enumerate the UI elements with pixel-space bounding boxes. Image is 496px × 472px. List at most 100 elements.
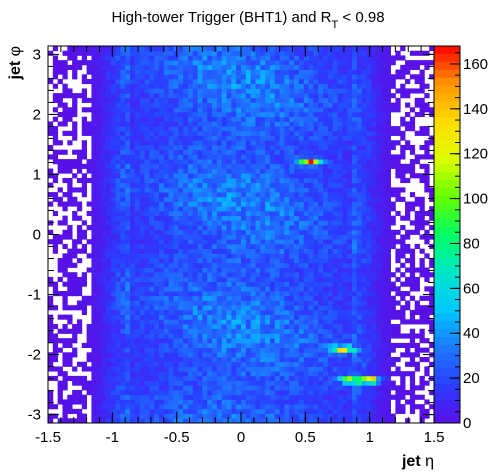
heatmap-cell [144, 394, 150, 400]
heatmap-cell [192, 159, 198, 165]
heatmap-cell [216, 60, 223, 66]
heatmap-cell [231, 305, 237, 311]
heatmap-cell [134, 418, 141, 424]
heatmap-cell [241, 253, 247, 259]
heatmap-cell [67, 140, 73, 146]
heatmap-cell [62, 74, 68, 80]
heatmap-cell [241, 225, 247, 231]
heatmap-cell [356, 305, 363, 311]
heatmap-cell [347, 399, 353, 405]
heatmap-cell [318, 168, 324, 174]
heatmap-cell [110, 347, 116, 353]
heatmap-cell [245, 333, 252, 339]
heatmap-cell [115, 234, 121, 240]
heatmap-cell [202, 192, 208, 198]
heatmap-cell [347, 64, 353, 70]
heatmap-cell [279, 413, 285, 419]
heatmap-cell [327, 418, 334, 424]
heatmap-cell [207, 177, 213, 184]
heatmap-cell [158, 338, 165, 344]
heatmap-cell [337, 187, 343, 193]
heatmap-cell [134, 413, 141, 419]
heatmap-cell [81, 130, 88, 136]
heatmap-cell [241, 78, 247, 85]
heatmap-cell [274, 130, 280, 136]
heatmap-cell [110, 168, 116, 174]
heatmap-cell [255, 286, 261, 292]
heatmap-cell [269, 201, 276, 207]
heatmap-cell [101, 371, 107, 377]
heatmap-cell [221, 375, 227, 381]
heatmap-cell [67, 248, 73, 254]
heatmap-cell [187, 281, 194, 287]
heatmap-cell [178, 154, 184, 160]
heatmap-cell [192, 192, 198, 198]
heatmap-cell [72, 418, 78, 424]
heatmap-cell [269, 130, 276, 136]
heatmap-cell [134, 168, 141, 174]
heatmap-cell [342, 281, 348, 287]
heatmap-cell [187, 111, 194, 118]
heatmap-cell [318, 144, 324, 151]
heatmap-cell [110, 324, 116, 330]
heatmap-cell [105, 404, 112, 410]
heatmap-cell [250, 173, 256, 179]
heatmap-cell [120, 177, 126, 184]
heatmap-cell [178, 55, 184, 61]
heatmap-cell [105, 366, 112, 372]
heatmap-cell [110, 64, 116, 70]
heatmap-cell [260, 295, 266, 301]
heatmap-cell [163, 319, 170, 325]
heatmap-cell [221, 418, 227, 424]
heatmap-cell [168, 187, 174, 193]
heatmap-cell [163, 163, 170, 169]
heatmap-cell [158, 111, 165, 118]
heatmap-cell [48, 394, 54, 400]
heatmap-cell [144, 324, 150, 330]
heatmap-cell [101, 168, 107, 174]
heatmap-cell [183, 168, 189, 174]
heatmap-cell [347, 385, 353, 391]
heatmap-cell [130, 111, 136, 118]
heatmap-cell [279, 60, 285, 66]
heatmap-cell [274, 201, 280, 207]
heatmap-cell [168, 97, 174, 103]
heatmap-cell [192, 111, 198, 118]
heatmap-cell [241, 168, 247, 174]
heatmap-cell [226, 272, 232, 278]
heatmap-cell [342, 97, 348, 103]
heatmap-cell [173, 88, 179, 94]
heatmap-cell [323, 324, 329, 330]
heatmap-cell [86, 64, 92, 70]
heatmap-cell [154, 291, 160, 297]
heatmap-cell [255, 220, 261, 226]
heatmap-cell [342, 295, 348, 301]
heatmap-cell [183, 404, 189, 410]
heatmap-cell [96, 239, 102, 245]
heatmap-cell [120, 234, 126, 240]
heatmap-cell [298, 154, 305, 160]
heatmap-cell [361, 347, 367, 353]
heatmap-cell [356, 399, 363, 405]
heatmap-cell [120, 83, 126, 89]
heatmap-cell [158, 102, 165, 108]
heatmap-cell [154, 206, 160, 212]
heatmap-cell [255, 168, 261, 174]
heatmap-cell [105, 201, 112, 207]
heatmap-cell [356, 220, 363, 226]
heatmap-cell [154, 281, 160, 287]
heatmap-cell [115, 126, 121, 132]
heatmap-cell [351, 258, 358, 264]
heatmap-cell [216, 352, 223, 358]
heatmap-cell [279, 267, 285, 273]
heatmap-cell [72, 93, 78, 99]
heatmap-cell [207, 267, 213, 273]
heatmap-cell [236, 182, 242, 188]
heatmap-cell [347, 88, 353, 94]
heatmap-cell [86, 159, 92, 165]
heatmap-cell [197, 97, 203, 103]
heatmap-cell [197, 50, 203, 56]
heatmap-cell [110, 262, 116, 268]
heatmap-cell [105, 210, 112, 217]
heatmap-cell [173, 210, 179, 217]
